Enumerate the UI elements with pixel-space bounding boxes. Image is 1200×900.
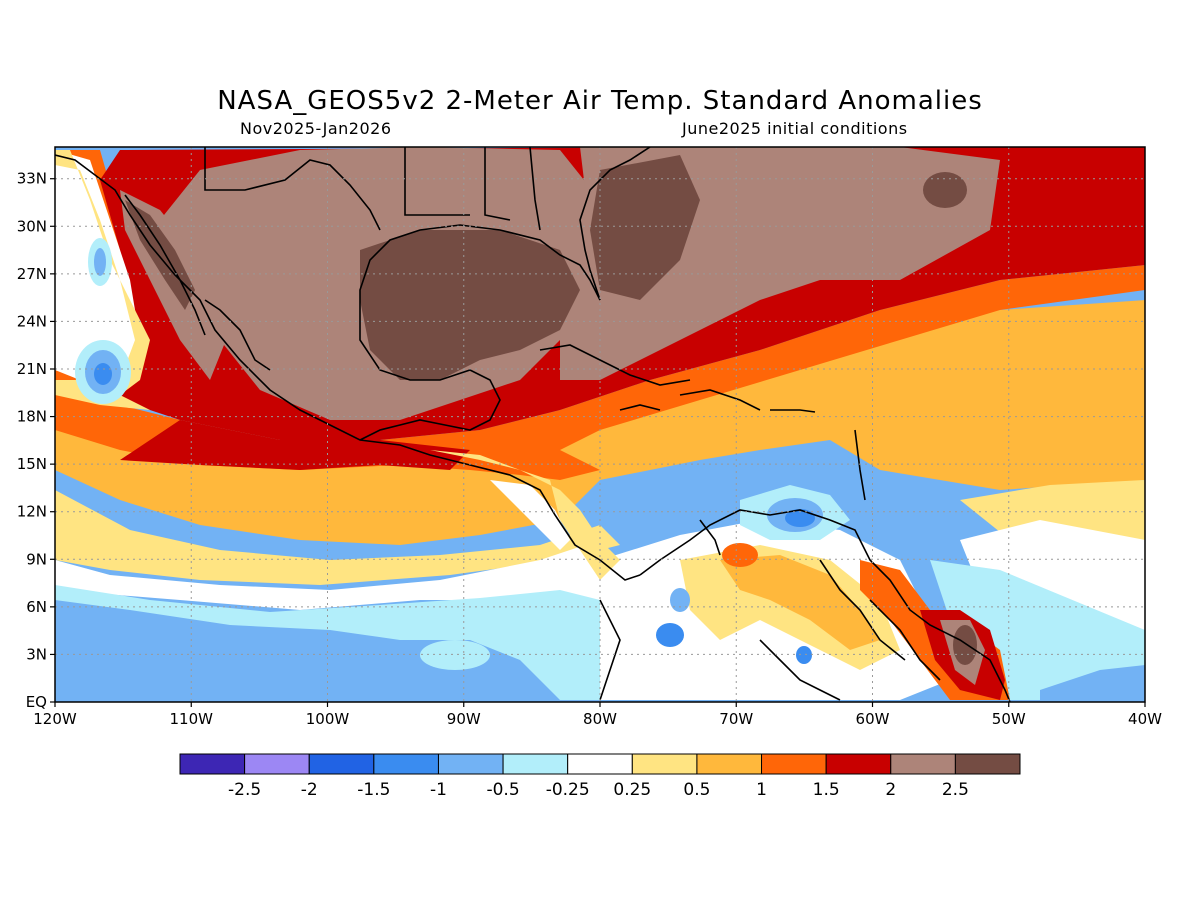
sa-orange-patch bbox=[722, 543, 758, 567]
pacific-lightblue-patch-2 bbox=[94, 248, 106, 276]
forecast-period: Nov2025-Jan2026 bbox=[240, 119, 392, 138]
lat-tick-label: 9N bbox=[26, 550, 47, 568]
lat-tick-label: EQ bbox=[26, 693, 47, 711]
colorbar-label: -2.5 bbox=[228, 780, 261, 800]
colorbar-swatch bbox=[696, 753, 763, 775]
colorbar-label: 1 bbox=[756, 780, 767, 800]
lon-tick-label: 40W bbox=[1128, 710, 1162, 728]
colorbar-label: -0.25 bbox=[546, 780, 590, 800]
lon-tick-label: 90W bbox=[447, 710, 481, 728]
region-orange bbox=[55, 265, 1145, 480]
region-dark-brown-gulf bbox=[360, 230, 580, 380]
lat-tick-label: 30N bbox=[17, 217, 47, 235]
cyan-patch-1 bbox=[420, 640, 490, 670]
lon-tick-label: 50W bbox=[992, 710, 1026, 728]
lon-tick-label: 70W bbox=[719, 710, 753, 728]
colorbar-label: -1.5 bbox=[357, 780, 390, 800]
region-east-lightblue bbox=[1040, 665, 1145, 702]
lon-tick-label: 80W bbox=[583, 710, 617, 728]
region-sa-gold bbox=[720, 555, 880, 650]
lon-tick-label: 120W bbox=[33, 710, 77, 728]
colorbar-label: -1 bbox=[430, 780, 447, 800]
map-title: NASA_GEOS5v2 2-Meter Air Temp. Standard … bbox=[217, 86, 983, 116]
lat-tick-label: 27N bbox=[17, 265, 47, 283]
colorbar-label: 2.5 bbox=[942, 780, 969, 800]
colorbar-swatch bbox=[954, 753, 1021, 775]
region-pacific-yellow bbox=[55, 150, 150, 410]
gridlines bbox=[55, 147, 1145, 702]
region-red-west bbox=[120, 420, 470, 470]
latitude-axis: 33N 30N 27N 24N 21N 18N 15N 12N 9N 6N 3N EQ bbox=[17, 170, 55, 711]
lon-tick-label: 110W bbox=[170, 710, 214, 728]
colorbar-label: 2 bbox=[885, 780, 896, 800]
sa-blue-patch-2 bbox=[796, 646, 812, 664]
colorbar: -2.5 -2 -1.5 -1 -0.5 -0.25 0.25 0.5 1 1.5 2 2.5 bbox=[179, 753, 1021, 800]
lon-tick-label: 60W bbox=[856, 710, 890, 728]
colorbar-swatch bbox=[890, 753, 956, 775]
region-central-america-white bbox=[490, 480, 570, 550]
lat-tick-label: 24N bbox=[17, 312, 47, 330]
colorbar-swatch bbox=[437, 753, 504, 775]
colorbar-label: 1.5 bbox=[813, 780, 840, 800]
region-central-america-mix bbox=[430, 450, 620, 580]
lon-tick-label: 100W bbox=[306, 710, 350, 728]
venezuela-blue-core bbox=[785, 509, 815, 527]
colorbar-swatch bbox=[179, 753, 246, 775]
lat-tick-label: 18N bbox=[17, 408, 47, 426]
initial-conditions: June2025 initial conditions bbox=[682, 119, 908, 138]
colorbar-label: -0.5 bbox=[486, 780, 519, 800]
colorbar-swatch bbox=[373, 753, 439, 775]
colorbar-label: 0.5 bbox=[683, 780, 710, 800]
colorbar-swatch bbox=[244, 753, 310, 775]
region-dark-brown-baja bbox=[125, 200, 195, 310]
guiana-darkbrown bbox=[953, 625, 977, 665]
pacific-blue-core bbox=[94, 363, 112, 385]
colorbar-swatch bbox=[308, 753, 375, 775]
lat-tick-label: 21N bbox=[17, 360, 47, 378]
lat-tick-label: 33N bbox=[17, 170, 47, 188]
sa-lightblue-patch bbox=[670, 588, 690, 612]
region-dark-brown-atlantic bbox=[590, 155, 700, 300]
lat-tick-label: 6N bbox=[26, 598, 47, 616]
sa-blue-patch bbox=[656, 623, 684, 647]
lat-tick-label: 12N bbox=[17, 503, 47, 521]
anomaly-field bbox=[55, 147, 1145, 702]
colorbar-label: -2 bbox=[301, 780, 318, 800]
colorbar-swatch bbox=[567, 753, 633, 775]
colorbar-swatch bbox=[761, 753, 827, 775]
colorbar-swatch bbox=[631, 753, 698, 775]
colorbar-swatch bbox=[825, 753, 892, 775]
colorbar-swatch bbox=[502, 753, 569, 775]
region-light-yellow bbox=[55, 490, 620, 585]
lat-tick-label: 3N bbox=[26, 645, 47, 663]
atlantic-darkbrown-patch bbox=[923, 172, 967, 208]
region-light-cyan-south bbox=[55, 585, 600, 700]
longitude-axis: 120W 110W 100W 90W 80W 70W 60W 50W 40W bbox=[33, 702, 1162, 728]
colorbar-label: 0.25 bbox=[613, 780, 651, 800]
coastlines bbox=[55, 147, 1011, 702]
lat-tick-label: 15N bbox=[17, 455, 47, 473]
